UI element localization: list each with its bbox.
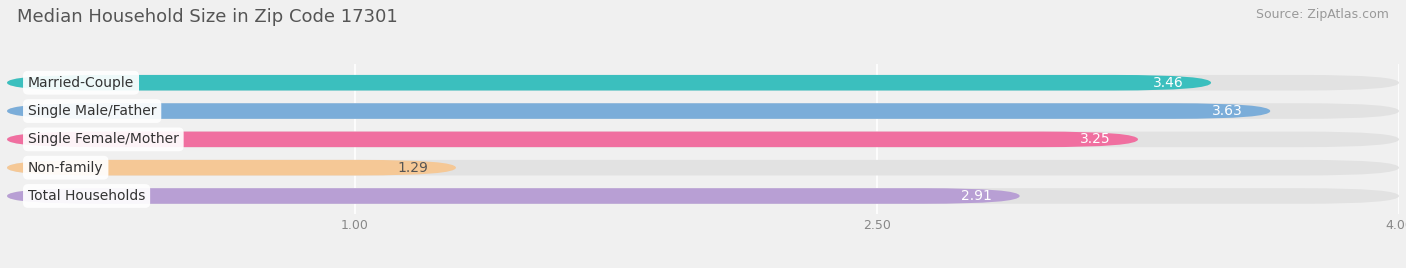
FancyBboxPatch shape — [7, 75, 1211, 91]
Text: Total Households: Total Households — [28, 189, 145, 203]
FancyBboxPatch shape — [7, 132, 1399, 147]
Text: 3.63: 3.63 — [1212, 104, 1243, 118]
Text: Source: ZipAtlas.com: Source: ZipAtlas.com — [1256, 8, 1389, 21]
Text: 1.29: 1.29 — [398, 161, 427, 175]
Text: Married-Couple: Married-Couple — [28, 76, 134, 90]
FancyBboxPatch shape — [7, 132, 1137, 147]
Text: Non-family: Non-family — [28, 161, 104, 175]
Text: Single Female/Mother: Single Female/Mother — [28, 132, 179, 146]
Text: Single Male/Father: Single Male/Father — [28, 104, 156, 118]
FancyBboxPatch shape — [7, 103, 1270, 119]
FancyBboxPatch shape — [7, 160, 456, 176]
Text: Median Household Size in Zip Code 17301: Median Household Size in Zip Code 17301 — [17, 8, 398, 26]
FancyBboxPatch shape — [7, 188, 1399, 204]
FancyBboxPatch shape — [7, 75, 1399, 91]
Text: 3.46: 3.46 — [1153, 76, 1184, 90]
FancyBboxPatch shape — [7, 188, 1019, 204]
FancyBboxPatch shape — [7, 160, 1399, 176]
FancyBboxPatch shape — [7, 103, 1399, 119]
Text: 3.25: 3.25 — [1080, 132, 1111, 146]
Text: 2.91: 2.91 — [960, 189, 991, 203]
